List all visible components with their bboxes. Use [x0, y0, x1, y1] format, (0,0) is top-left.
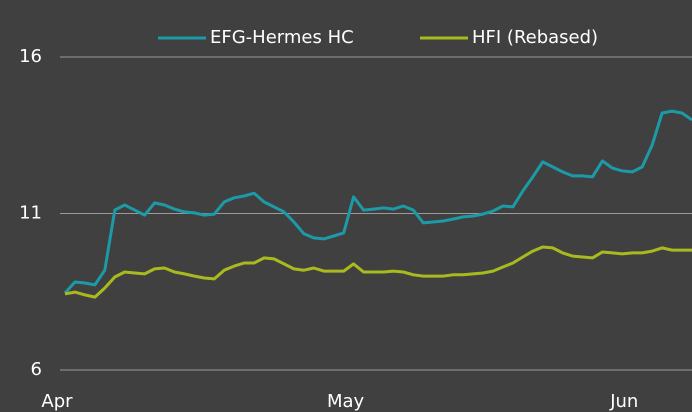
- line-series: [64, 245, 692, 299]
- y-tick-label: 11: [19, 203, 42, 224]
- legend-label: HFI (Rebased): [472, 27, 598, 48]
- legend-label: EFG-Hermes HC: [210, 27, 354, 48]
- y-tick-label: 6: [31, 359, 42, 380]
- x-tick-label: Apr: [41, 391, 73, 412]
- x-tick-label: Jun: [609, 391, 638, 412]
- x-tick-label: May: [327, 391, 365, 412]
- line-series: [63, 109, 692, 295]
- y-tick-label: 16: [19, 46, 42, 67]
